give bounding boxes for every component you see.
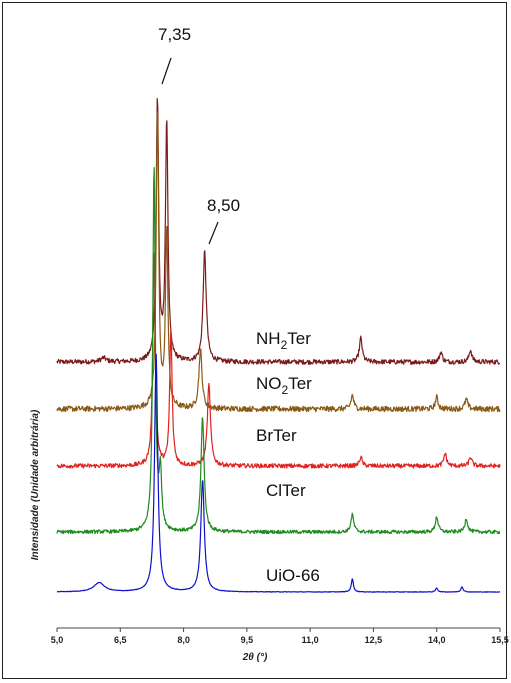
- x-tick-label: 11,0: [302, 635, 319, 645]
- series-label-no2ter: NO2Ter: [256, 374, 312, 397]
- x-tick-label: 8,0: [177, 635, 190, 645]
- x-axis-label: 2θ (°): [242, 652, 268, 663]
- y-axis-label: Intensidade (Unidade arbitrária): [30, 409, 41, 560]
- x-tick-label: 14,0: [428, 635, 446, 645]
- series-label-clter: ClTer: [266, 481, 306, 500]
- x-tick-label: 12,5: [365, 635, 383, 645]
- x-tick-labels: 5,0 6,5 8,0 9,5 11,0 12,5 14,0 15,5: [51, 635, 509, 645]
- series-layer: [56, 97, 501, 593]
- series-line-no2ter: [56, 111, 501, 413]
- peak-annotation-line: [208, 221, 219, 245]
- series-line-clter: [56, 167, 501, 535]
- peak-annotations: 7,35 8,50: [158, 25, 240, 245]
- series-labels: NH2Ter NO2Ter BrTer ClTer UiO-66: [256, 329, 320, 585]
- x-axis-label-symbol: 2θ (°): [242, 652, 268, 663]
- x-tick-label: 6,5: [114, 635, 127, 645]
- peak-annotation-label: 8,50: [207, 196, 240, 215]
- x-tick-label: 5,0: [51, 635, 64, 645]
- figure-frame: [2, 2, 507, 679]
- series-label-brter: BrTer: [256, 426, 297, 445]
- series-line-uio-66: [56, 353, 501, 593]
- series-label-nh2ter: NH2Ter: [256, 329, 311, 352]
- series-line-brter: [56, 252, 501, 469]
- series-label-uio-66: UiO-66: [266, 566, 320, 585]
- peak-annotation-label: 7,35: [158, 25, 191, 44]
- peak-annotation-line: [161, 57, 172, 85]
- x-tick-label: 15,5: [491, 635, 509, 645]
- series-line-nh2ter: [56, 97, 501, 365]
- x-tick-label: 9,5: [241, 635, 254, 645]
- x-axis: [56, 627, 501, 632]
